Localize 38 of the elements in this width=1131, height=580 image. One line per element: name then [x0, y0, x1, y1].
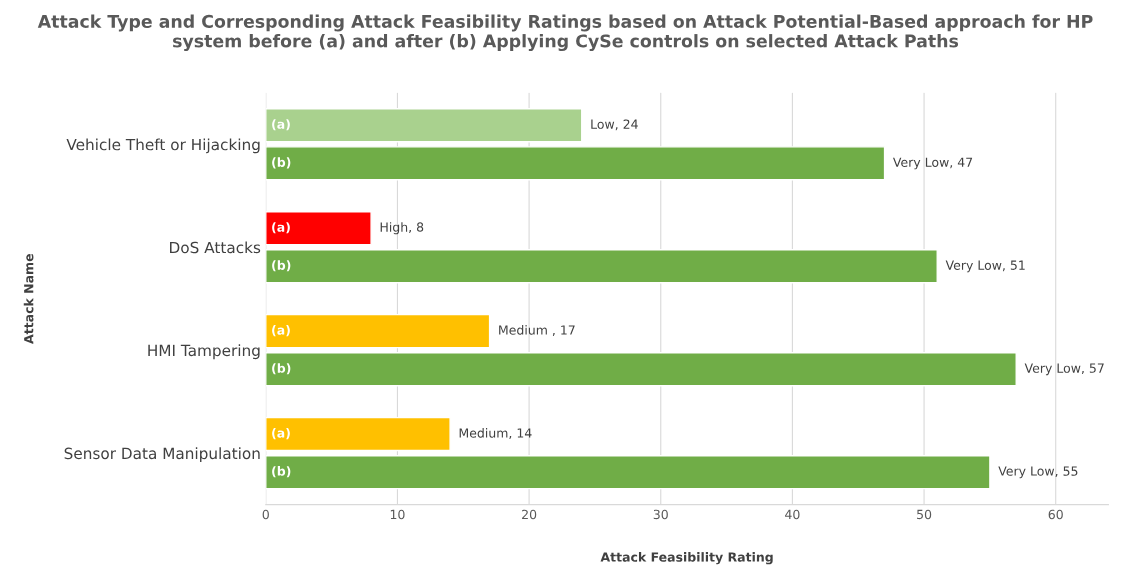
data-label: High, 8 [380, 222, 424, 235]
bar [265, 108, 583, 143]
text: (a) [272, 325, 290, 337]
y-axis-title: Attack Name [23, 254, 34, 344]
series-label: (a) [272, 119, 290, 131]
bar [265, 211, 372, 246]
y-tick-label: Vehicle Theft or Hijacking [66, 138, 260, 154]
bar [265, 416, 451, 452]
data-label: Very Low, 47 [893, 157, 973, 170]
bar [265, 352, 1017, 387]
text: (b) [272, 363, 291, 375]
data-label: Very Low, 57 [1024, 363, 1104, 376]
x-tick-label: 60 [1048, 509, 1063, 520]
x-tick-label: 10 [390, 509, 405, 520]
bar [265, 146, 886, 181]
text: (a) [272, 428, 290, 440]
x-tick-label: 0 [262, 509, 269, 520]
data-label: Very Low, 51 [945, 260, 1025, 273]
data-label: Medium, 14 [459, 428, 532, 439]
bar [265, 249, 938, 284]
y-tick-label: Sensor Data Manipulation [64, 447, 260, 463]
chart-title: Attack Type and Corresponding Attack Feasibility Ratings based on Attack Potential-Based approach for HP system before (a) and after (b) Applying CySe controls on selected Attack Paths [37, 14, 1093, 52]
x-tick-label: 50 [917, 509, 932, 520]
data-label: Very Low, 55 [998, 466, 1078, 479]
x-tick-label: 20 [522, 509, 537, 520]
data-label: Low, 24 [591, 119, 638, 131]
data-label: Medium , 17 [499, 325, 575, 337]
text: (b) [272, 260, 291, 272]
bar [265, 313, 491, 349]
y-tick-label: DoS Attacks [170, 241, 261, 254]
x-tick-label: 30 [653, 509, 668, 520]
bar [265, 455, 991, 490]
x-tick-label: 40 [785, 509, 800, 520]
series-label: (b) [272, 157, 291, 169]
x-axis-title: Attack Feasibility Rating [600, 552, 773, 565]
text: (b) [272, 466, 291, 478]
text: (a) [272, 222, 290, 234]
y-tick-label: HMI Tampering [148, 344, 260, 360]
